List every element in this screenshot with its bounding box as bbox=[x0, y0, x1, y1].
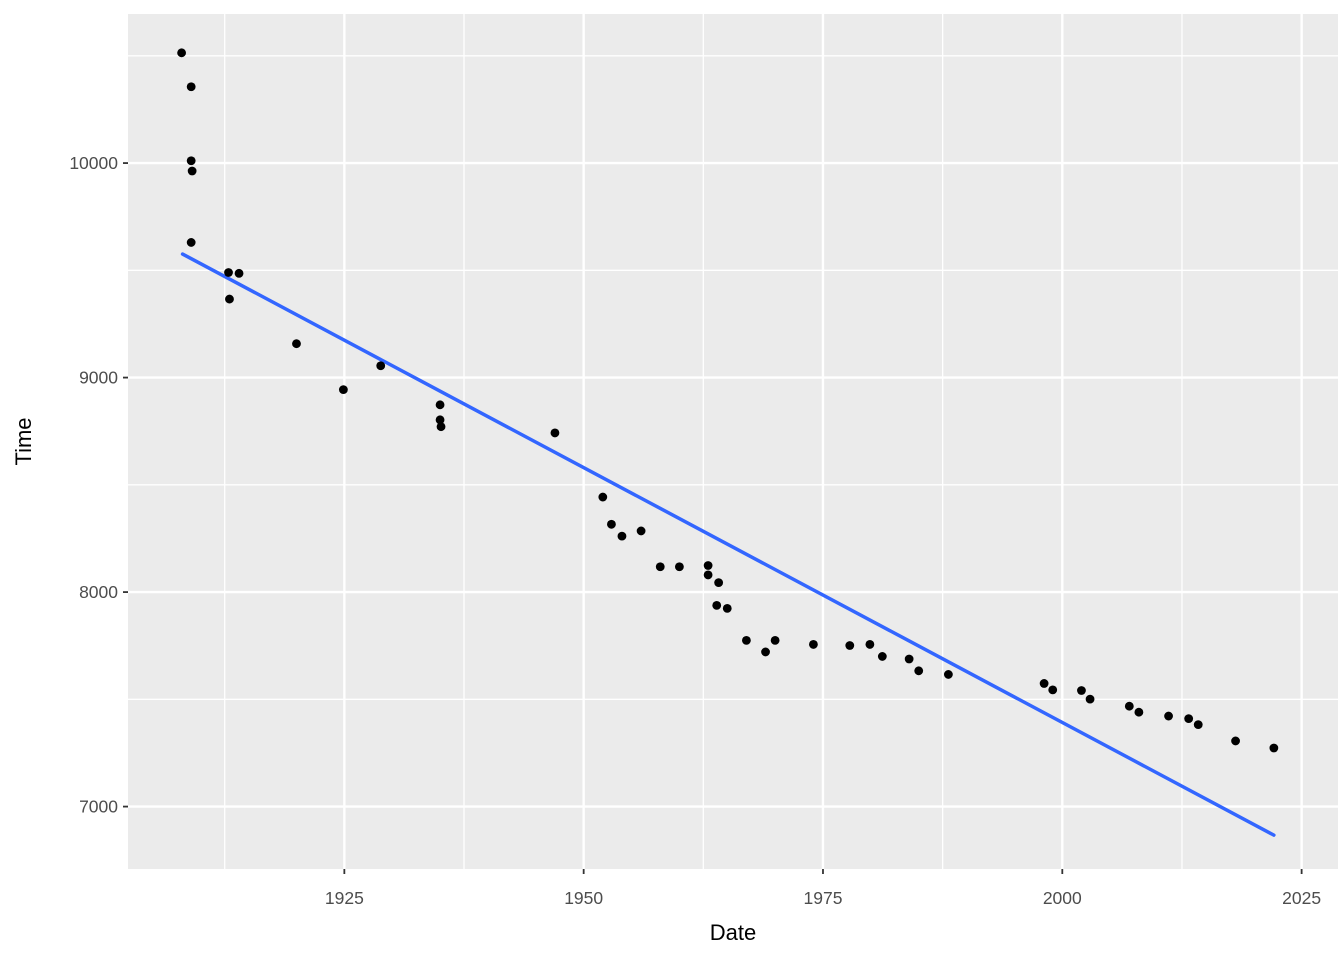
data-point bbox=[943, 670, 953, 679]
data-point bbox=[376, 361, 386, 371]
data-point bbox=[770, 635, 780, 645]
data-point bbox=[435, 415, 445, 425]
x-axis-tick-label: 1925 bbox=[325, 888, 364, 908]
data-point bbox=[1269, 743, 1279, 753]
x-axis-tick-label: 1950 bbox=[564, 888, 603, 908]
y-axis-title: Time bbox=[11, 417, 36, 465]
data-point bbox=[435, 400, 445, 410]
gridlines-minor bbox=[128, 14, 1338, 869]
data-point bbox=[1134, 707, 1144, 717]
data-point bbox=[186, 156, 196, 166]
plot-panel bbox=[128, 14, 1338, 869]
data-point bbox=[904, 654, 914, 664]
data-point bbox=[722, 603, 732, 613]
data-point bbox=[877, 652, 887, 661]
scatter-points-layer bbox=[177, 48, 1279, 753]
data-point bbox=[655, 562, 665, 572]
data-point bbox=[761, 647, 770, 657]
data-point bbox=[865, 640, 875, 649]
x-axis-tick-label: 2000 bbox=[1043, 888, 1082, 908]
data-point bbox=[712, 600, 722, 610]
data-point bbox=[617, 531, 627, 541]
data-point bbox=[703, 561, 713, 570]
y-axis-tick-label: 8000 bbox=[79, 582, 118, 602]
data-point bbox=[1184, 714, 1194, 724]
data-point bbox=[1039, 679, 1049, 688]
y-axis-tick-label: 9000 bbox=[79, 368, 118, 388]
x-axis-title: Date bbox=[710, 920, 756, 945]
data-point bbox=[225, 294, 234, 304]
data-point bbox=[186, 238, 196, 247]
x-axis-tick-label: 2025 bbox=[1282, 888, 1321, 908]
data-point bbox=[674, 562, 684, 572]
y-axis-tick-label: 10000 bbox=[69, 153, 118, 173]
data-point bbox=[809, 640, 818, 649]
trend-line bbox=[180, 252, 1276, 837]
data-point bbox=[186, 82, 196, 92]
data-point bbox=[177, 48, 187, 58]
data-point bbox=[1048, 685, 1058, 695]
data-point bbox=[607, 519, 616, 529]
data-point bbox=[845, 641, 855, 650]
data-point bbox=[1085, 694, 1095, 704]
gridlines-major bbox=[128, 14, 1338, 869]
y-axis-tick-labels: 7000 8000 9000 10000 bbox=[69, 153, 118, 817]
x-axis-tick-labels: 1925 1950 1975 2000 2025 bbox=[325, 888, 1321, 908]
data-point bbox=[187, 166, 197, 176]
data-point bbox=[1124, 701, 1134, 711]
data-point bbox=[550, 428, 560, 438]
data-point bbox=[914, 666, 924, 676]
data-point bbox=[703, 570, 713, 580]
data-point bbox=[714, 578, 724, 588]
trend-line-layer bbox=[180, 252, 1276, 837]
y-axis-tick-label: 7000 bbox=[79, 797, 118, 817]
x-axis-tick-label: 1975 bbox=[804, 888, 843, 908]
data-point bbox=[1164, 711, 1173, 721]
data-point bbox=[1231, 736, 1240, 746]
data-point bbox=[292, 339, 301, 349]
data-point bbox=[1077, 686, 1086, 695]
data-point bbox=[1193, 720, 1203, 730]
data-point bbox=[742, 635, 751, 645]
data-point bbox=[224, 268, 233, 277]
axis-ticks-layer bbox=[123, 162, 1303, 874]
data-point bbox=[234, 268, 244, 278]
data-point bbox=[338, 385, 348, 394]
data-point bbox=[636, 526, 646, 536]
data-point bbox=[436, 422, 446, 432]
data-point bbox=[598, 492, 608, 502]
